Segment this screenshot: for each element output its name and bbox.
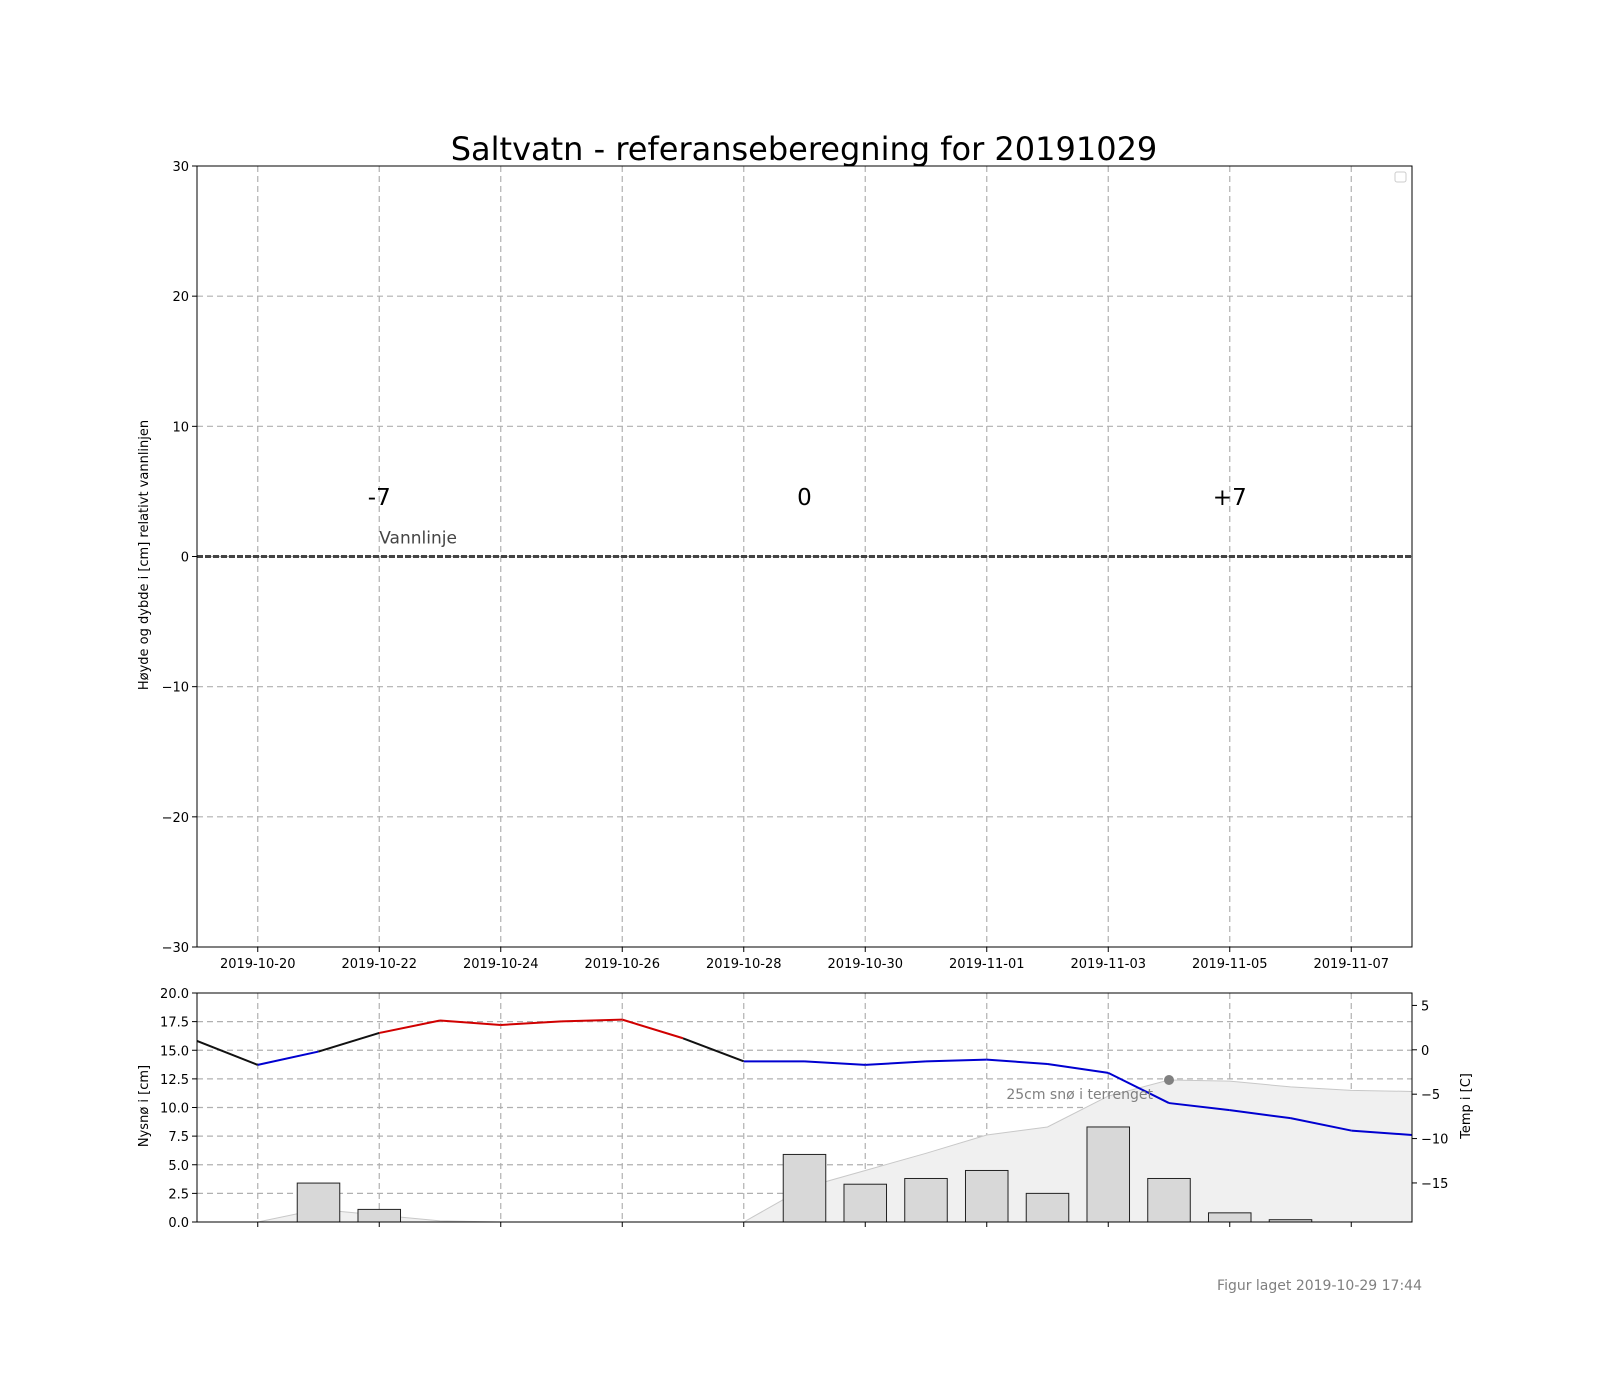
sub-y2-tick-label: −5	[1421, 1088, 1440, 1103]
sub-y-tick-label: 12.5	[160, 1073, 189, 1088]
legend-box	[1394, 171, 1407, 183]
main-y-tick-label: −10	[162, 681, 189, 696]
sub-plot-frame	[196, 992, 1413, 1223]
temperature-segment	[1047, 1063, 1109, 1074]
new-snow-bar	[296, 1182, 341, 1223]
main-y-tick-label: −20	[162, 811, 189, 826]
temperature-segment	[318, 1031, 380, 1053]
day-offset-label: 0	[797, 485, 812, 511]
new-snow-bar	[782, 1153, 827, 1223]
new-snow-bar	[1025, 1192, 1070, 1223]
temperature-segment	[439, 1019, 501, 1026]
new-snow-bar	[964, 1169, 1009, 1223]
sub-y-tick-label: 2.5	[168, 1187, 189, 1202]
main-marks: -7 0 +7 Vannlinje	[197, 485, 1412, 558]
temperature-segment	[379, 1019, 441, 1034]
main-x-tick-label: 2019-10-24	[463, 957, 539, 972]
new-snow-bar	[357, 1208, 402, 1223]
main-x-tick-label: 2019-10-26	[584, 957, 660, 972]
main-x-tick-label: 2019-11-05	[1192, 957, 1268, 972]
sub-y-tick-label: 0.0	[168, 1216, 189, 1231]
main-axes: 2019-10-20 2019-10-22 2019-10-24 2019-10-26…	[162, 160, 1413, 972]
temperature-segment	[1229, 1109, 1291, 1120]
temperature-segment	[986, 1058, 1048, 1066]
main-x-tick-label: 2019-11-07	[1313, 957, 1389, 972]
main-x-tick-label: 2019-11-03	[1070, 957, 1146, 972]
new-snow-bar	[843, 1183, 888, 1223]
temperature-segment	[1168, 1102, 1230, 1112]
day-offset-label: -7	[368, 485, 391, 511]
main-x-tick-label: 2019-10-30	[827, 957, 903, 972]
sub-y-tick-label: 10.0	[160, 1102, 189, 1117]
main-x-tick-label: 2019-10-22	[341, 957, 417, 972]
sub-y-tick-label: 17.5	[160, 1016, 189, 1031]
temperature-segment	[1351, 1129, 1413, 1137]
main-y-tick-label: 20	[172, 290, 189, 305]
sub-y-tick-label: 7.5	[168, 1130, 189, 1145]
sub-y2-tick-label: 5	[1421, 999, 1429, 1014]
temperature-segment	[196, 1039, 259, 1066]
snow-depth-marker-label: 25cm snø i terrenget	[1006, 1087, 1153, 1103]
temperature-segment	[257, 1050, 319, 1066]
main-y-tick-label: −30	[162, 941, 189, 956]
temperature-segment	[925, 1058, 987, 1063]
sub-y-tick-label: 20.0	[160, 987, 189, 1002]
new-snow-bar	[1086, 1126, 1131, 1223]
temperature-segment	[500, 1020, 562, 1026]
sub-y2-axis-label: Temp i [C]	[1459, 1073, 1474, 1140]
main-y-tick-label: 10	[172, 420, 189, 435]
main-x-tick-label: 2019-11-01	[949, 957, 1025, 972]
water-line-label: Vannlinje	[379, 528, 457, 548]
temperature-segment	[1107, 1071, 1170, 1104]
sub-y2-tick-label: −15	[1421, 1177, 1448, 1192]
main-y-axis-label: Høyde og dybde i [cm] relativt vannlinje…	[137, 420, 152, 690]
temperature-segment	[621, 1018, 684, 1040]
temperature-segment	[804, 1060, 866, 1066]
sub-y-tick-label: 15.0	[160, 1044, 189, 1059]
temperature-segment	[682, 1037, 745, 1063]
temperature-segment	[561, 1018, 623, 1023]
new-snow-bar	[904, 1177, 948, 1223]
footer-timestamp: Figur laget 2019-10-29 17:44	[1217, 1278, 1422, 1294]
chart-title: Saltvatn - referanseberegning for 201910…	[451, 130, 1158, 168]
new-snow-bar	[1207, 1212, 1252, 1223]
sub-y2-tick-label: 0	[1421, 1044, 1429, 1059]
sub-y2-tick-label: −10	[1421, 1133, 1448, 1148]
new-snow-bar	[1147, 1177, 1191, 1223]
sub-y-tick-label: 5.0	[168, 1159, 189, 1174]
main-plot-frame	[196, 165, 1413, 948]
main-y-tick-label: 30	[172, 160, 189, 175]
sub-marks: 25cm snø i terrenget	[196, 1018, 1413, 1223]
temperature-segment	[1290, 1117, 1352, 1132]
main-x-tick-label: 2019-10-20	[220, 957, 296, 972]
main-x-tick-label: 2019-10-28	[706, 957, 782, 972]
sub-y-axis-label: Nysnø i [cm]	[137, 1065, 152, 1147]
snow-depth-marker	[1164, 1075, 1174, 1086]
temperature-segment	[865, 1060, 927, 1066]
main-y-tick-label: 0	[181, 551, 189, 566]
day-offset-label: +7	[1213, 485, 1247, 511]
sub-axes: 0.0 2.5 5.0 7.5 10.0 12.5 15.0 17.5 20.0 −15 −10 −5…	[160, 987, 1448, 1231]
